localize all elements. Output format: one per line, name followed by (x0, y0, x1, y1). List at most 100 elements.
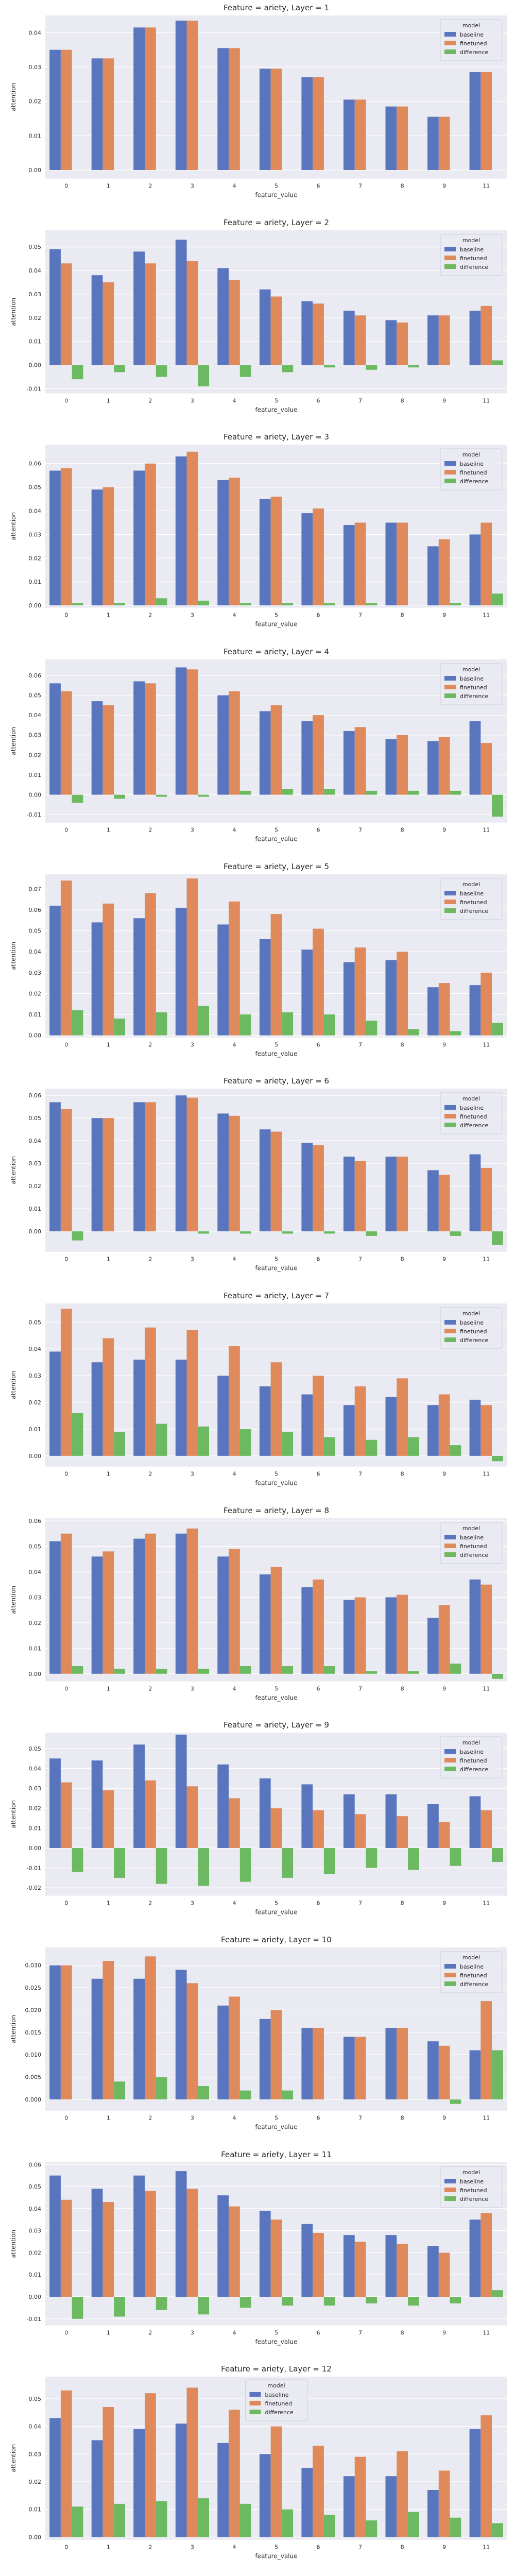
bar-difference-1 (114, 1018, 125, 1036)
y-tick-label: 0.03 (29, 532, 41, 538)
bar-difference-6 (323, 365, 335, 367)
bar-baseline-4 (217, 695, 229, 795)
x-tick-label: 5 (274, 397, 278, 404)
bar-baseline-11 (469, 72, 481, 170)
bar-finetuned-6 (313, 2232, 324, 2297)
bar-baseline-9 (427, 2246, 439, 2297)
legend-title: model (462, 451, 480, 458)
bar-baseline-3 (175, 2171, 187, 2297)
bar-finetuned-2 (144, 1327, 156, 1456)
bar-difference-3 (198, 2086, 210, 2099)
bar-difference-5 (282, 1432, 294, 1456)
bar-baseline-3 (175, 1735, 187, 1849)
x-tick-label: 7 (358, 397, 362, 404)
x-tick-label: 8 (401, 827, 404, 834)
legend-swatch-difference (444, 479, 456, 484)
x-tick-label: 3 (191, 1256, 194, 1263)
bar-baseline-8 (385, 739, 397, 795)
bar-baseline-2 (133, 2429, 145, 2537)
bar-difference-3 (198, 1006, 210, 1036)
legend-swatch-finetuned (444, 1972, 456, 1977)
y-axis-label: attention (10, 1371, 17, 1399)
bar-finetuned-8 (397, 522, 408, 606)
bar-finetuned-1 (102, 1118, 114, 1232)
bar-finetuned-7 (354, 947, 366, 1036)
y-tick-label: -0.01 (27, 2315, 41, 2322)
x-axis-label: feature_value (255, 2553, 297, 2560)
legend-label-baseline: baseline (460, 461, 484, 467)
y-tick-label: 0.01 (29, 2506, 41, 2513)
bar-baseline-6 (301, 2028, 313, 2099)
bar-baseline-11 (469, 2219, 481, 2297)
bar-baseline-5 (259, 2210, 271, 2297)
bar-finetuned-9 (438, 1822, 450, 1849)
bar-baseline-0 (49, 683, 61, 795)
bar-baseline-1 (91, 275, 103, 365)
bar-difference-5 (282, 789, 294, 795)
bar-baseline-11 (469, 721, 481, 795)
y-tick-label: 0.07 (29, 886, 41, 892)
x-tick-label: 1 (107, 827, 110, 834)
x-tick-label: 5 (274, 612, 278, 619)
bar-finetuned-6 (313, 928, 324, 1036)
y-tick-label: 0.02 (29, 2249, 41, 2256)
bar-finetuned-6 (313, 1810, 324, 1849)
y-tick-label: 0.05 (29, 2183, 41, 2190)
bar-difference-2 (156, 1012, 167, 1036)
y-tick-label: 0.000 (25, 2096, 41, 2103)
chart-title: Feature = ariety, Layer = 6 (224, 1076, 329, 1086)
legend-label-baseline: baseline (460, 1105, 484, 1111)
x-tick-label: 4 (232, 183, 236, 190)
y-tick-label: 0.03 (29, 291, 41, 298)
bar-baseline-8 (385, 1397, 397, 1456)
chart-title: Feature = ariety, Layer = 9 (224, 1720, 329, 1730)
chart-panel-10: Feature = ariety, Layer = 10 0.000 0.005 0.… (10, 1935, 507, 2131)
bar-difference-3 (198, 1426, 210, 1456)
bar-difference-0 (72, 794, 83, 803)
y-tick-label: 0.01 (29, 1645, 41, 1652)
legend-title: model (462, 237, 480, 244)
legend-title: model (462, 1310, 480, 1317)
bar-difference-2 (156, 2501, 167, 2537)
bar-difference-8 (408, 1437, 419, 1456)
bar-finetuned-5 (270, 1566, 282, 1674)
bar-difference-5 (282, 1012, 294, 1036)
bar-baseline-11 (469, 310, 481, 365)
bar-finetuned-8 (397, 322, 408, 365)
x-tick-label: 3 (191, 2329, 194, 2336)
bar-difference-0 (72, 1010, 83, 1036)
bar-baseline-2 (133, 1744, 145, 1849)
bar-finetuned-7 (354, 727, 366, 795)
bar-baseline-4 (217, 2005, 229, 2099)
y-axis-label: attention (10, 1586, 17, 1614)
bar-finetuned-0 (60, 468, 72, 606)
bar-finetuned-7 (354, 315, 366, 365)
x-tick-label: 5 (274, 2544, 278, 2551)
bar-finetuned-1 (102, 1790, 114, 1849)
bar-baseline-1 (91, 701, 103, 795)
bar-baseline-4 (217, 924, 229, 1036)
y-tick-label: 0.02 (29, 314, 41, 321)
x-tick-label: 9 (442, 1900, 446, 1907)
bar-difference-0 (72, 1666, 83, 1674)
bar-finetuned-11 (480, 972, 492, 1036)
y-tick-label: 0.01 (29, 1825, 41, 1832)
bar-baseline-5 (259, 1386, 271, 1456)
legend: model baseline finetuned difference (440, 1522, 503, 1564)
y-tick-label: 0.03 (29, 1372, 41, 1379)
y-tick-label: -0.01 (27, 811, 41, 818)
legend-swatch-difference (444, 2196, 456, 2201)
x-tick-label: 2 (148, 183, 152, 190)
bar-difference-2 (156, 1668, 167, 1674)
y-tick-label: -0.01 (27, 1865, 41, 1872)
y-axis-label: attention (10, 83, 17, 111)
x-axis-label: feature_value (255, 1265, 297, 1272)
bar-finetuned-11 (480, 1584, 492, 1674)
x-tick-label: 11 (483, 612, 490, 619)
y-tick-label: 0.01 (29, 338, 41, 345)
bar-baseline-5 (259, 939, 271, 1036)
bar-difference-11 (492, 794, 503, 817)
bar-baseline-11 (469, 1399, 481, 1456)
bar-baseline-6 (301, 949, 313, 1036)
bar-baseline-1 (91, 1556, 103, 1674)
